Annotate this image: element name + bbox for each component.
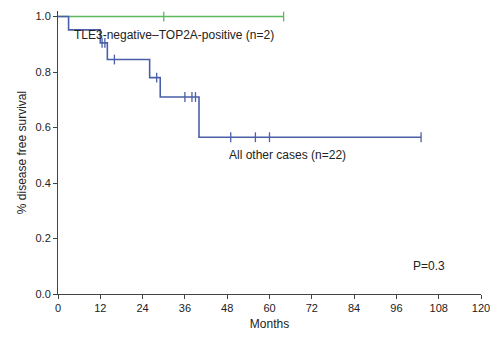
svg-text:84: 84: [348, 302, 360, 314]
svg-text:0.8: 0.8: [36, 66, 51, 78]
svg-text:0: 0: [55, 302, 61, 314]
svg-text:0.4: 0.4: [36, 177, 51, 189]
svg-text:108: 108: [430, 302, 448, 314]
svg-text:TLE3-negative–TOP2A-positive (: TLE3-negative–TOP2A-positive (n=2): [74, 28, 274, 42]
svg-text:120: 120: [472, 302, 490, 314]
svg-text:72: 72: [306, 302, 318, 314]
svg-text:48: 48: [221, 302, 233, 314]
svg-text:24: 24: [136, 302, 148, 314]
svg-text:All other cases (n=22): All other cases (n=22): [229, 148, 346, 162]
svg-text:1.0: 1.0: [36, 10, 51, 22]
svg-text:12: 12: [94, 302, 106, 314]
svg-text:60: 60: [263, 302, 275, 314]
svg-text:0.0: 0.0: [36, 288, 51, 300]
svg-text:0.6: 0.6: [36, 121, 51, 133]
svg-text:0.2: 0.2: [36, 232, 51, 244]
svg-text:36: 36: [179, 302, 191, 314]
svg-text:% disease free survival: % disease free survival: [15, 91, 29, 214]
svg-text:Months: Months: [250, 317, 289, 331]
svg-text:P=0.3: P=0.3: [413, 259, 445, 273]
svg-text:96: 96: [390, 302, 402, 314]
